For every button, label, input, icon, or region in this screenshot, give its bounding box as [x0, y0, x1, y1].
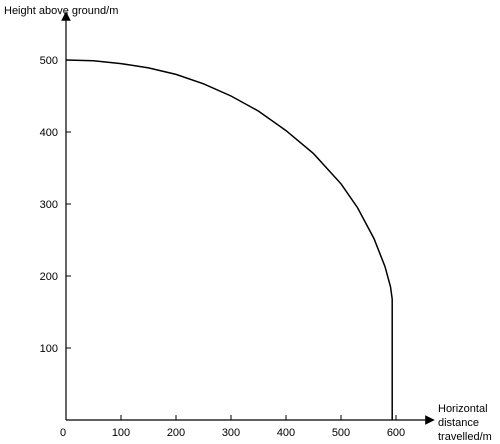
x-tick-label: 200	[167, 427, 185, 439]
y-tick-label: 200	[40, 271, 58, 283]
x-tick-label: 100	[112, 427, 130, 439]
y-tick-label: 300	[40, 199, 58, 211]
x-axis-label-line-3: travelled/m	[438, 431, 492, 443]
y-tick-label: 400	[40, 127, 58, 139]
y-tick-label: 500	[40, 55, 58, 67]
x-tick-label: 600	[387, 427, 405, 439]
x-axis-label-line-2: distance	[438, 417, 479, 429]
y-axis-label: Height above ground/m	[4, 5, 118, 17]
x-tick-label: 400	[277, 427, 295, 439]
origin-label: 0	[60, 427, 66, 439]
trajectory-line	[65, 59, 393, 420]
axes	[61, 11, 435, 425]
x-ticks: 100 200 300 400 500 600	[112, 415, 405, 439]
x-tick-label: 500	[332, 427, 350, 439]
y-tick-label: 100	[40, 343, 58, 355]
x-axis-label-line-1: Horizontal	[438, 403, 488, 415]
x-axis-label: Horizontal distance travelled/m	[438, 403, 492, 443]
y-ticks: 100 200 300 400 500	[40, 55, 71, 355]
x-tick-label: 300	[222, 427, 240, 439]
